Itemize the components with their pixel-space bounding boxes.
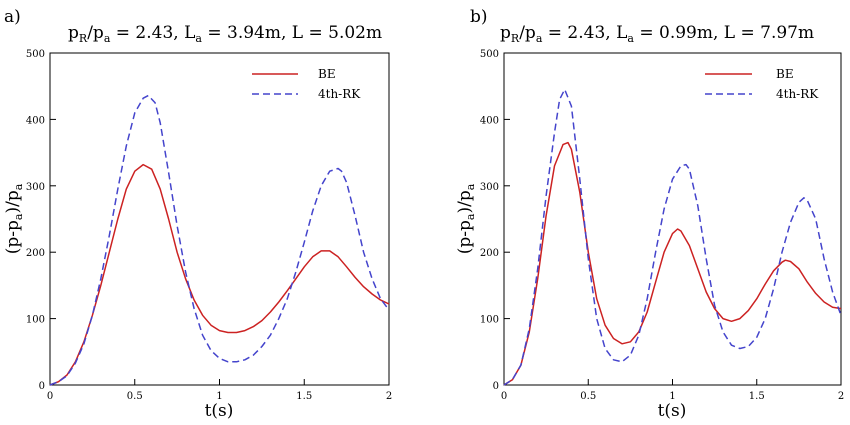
panel-b-legend-4th-rk-label: 4th-RK bbox=[776, 87, 819, 101]
panel-b-y-axis-title: (p-pa)/pa bbox=[455, 183, 477, 254]
panel-a-label: a) bbox=[4, 7, 21, 27]
panel-b-x-axis-title: t(s) bbox=[658, 401, 687, 421]
panel-b-x-tick-label: 0.5 bbox=[580, 391, 596, 402]
panel-b-legend: BE 4th-RK bbox=[705, 67, 819, 101]
panel-b-plot-frame bbox=[503, 52, 842, 386]
panel-a-legend: BE 4th-RK bbox=[252, 67, 361, 101]
panel-b-label: b) bbox=[470, 7, 488, 27]
panel-a-x-tick-label: 1 bbox=[216, 391, 222, 402]
panel-b-y-tick-label: 200 bbox=[480, 248, 499, 259]
panel-a-plot-frame bbox=[49, 52, 390, 386]
panel-b-y-tick-label: 400 bbox=[480, 115, 499, 126]
panel-a-y-tick-label: 200 bbox=[26, 248, 45, 259]
panel-a-legend-4th-rk-label: 4th-RK bbox=[318, 87, 361, 101]
panel-a: a) pR/pa = 2.43, La = 3.94m, L = 5.02m 0… bbox=[3, 7, 392, 421]
panel-b-y-tick-label: 100 bbox=[480, 315, 499, 326]
panel-a-x-tick-label: 2 bbox=[386, 391, 392, 402]
panel-a-y-axis-title: (p-pa)/pa bbox=[3, 183, 25, 254]
panel-a-y-tick-label: 100 bbox=[26, 315, 45, 326]
panel-a-x-axis-title: t(s) bbox=[205, 401, 234, 421]
panel-a-title: pR/pa = 2.43, La = 3.94m, L = 5.02m bbox=[68, 23, 382, 45]
panel-a-series bbox=[49, 94, 390, 386]
panel-b-y-tick-label: 300 bbox=[480, 182, 499, 193]
panel-a-series-be-line bbox=[49, 163, 390, 386]
panel-b-x-tick-label: 2 bbox=[838, 391, 844, 402]
panel-a-legend-be-label: BE bbox=[318, 67, 336, 81]
panel-b-y-tick-label: 500 bbox=[480, 49, 499, 60]
panel-b-x-tick-label: 1.5 bbox=[749, 391, 765, 402]
panel-b-series bbox=[503, 88, 842, 386]
panel-b-x-tick-label: 0 bbox=[501, 391, 507, 402]
panel-a-x-tick-label: 0.5 bbox=[127, 391, 143, 402]
panel-b-legend-be-label: BE bbox=[776, 67, 794, 81]
panel-b-title: pR/pa = 2.43, La = 0.99m, L = 7.97m bbox=[500, 23, 814, 45]
panel-b: b) pR/pa = 2.43, La = 0.99m, L = 7.97m 0… bbox=[455, 7, 844, 421]
panel-a-y-tick-label: 400 bbox=[26, 115, 45, 126]
panel-b-series-4th-rk-line bbox=[503, 88, 842, 386]
panel-b-x-tick-label: 1 bbox=[669, 391, 675, 402]
panel-a-ticks: 0 0.5 1 1.5 2 0 100 200 300 400 500 bbox=[26, 49, 392, 402]
panel-a-x-tick-label: 1.5 bbox=[296, 391, 312, 402]
panel-b-y-tick-label: 0 bbox=[493, 381, 499, 392]
panel-a-series-4th-rk-line bbox=[49, 94, 390, 386]
panel-b-series-be-line bbox=[503, 141, 842, 386]
panel-a-y-tick-label: 300 bbox=[26, 182, 45, 193]
panel-a-y-tick-label: 0 bbox=[39, 381, 45, 392]
panel-a-x-tick-label: 0 bbox=[47, 391, 53, 402]
panel-b-ticks: 0 0.5 1 1.5 2 0 100 200 300 400 500 bbox=[480, 49, 844, 402]
panel-a-y-tick-label: 500 bbox=[26, 49, 45, 60]
